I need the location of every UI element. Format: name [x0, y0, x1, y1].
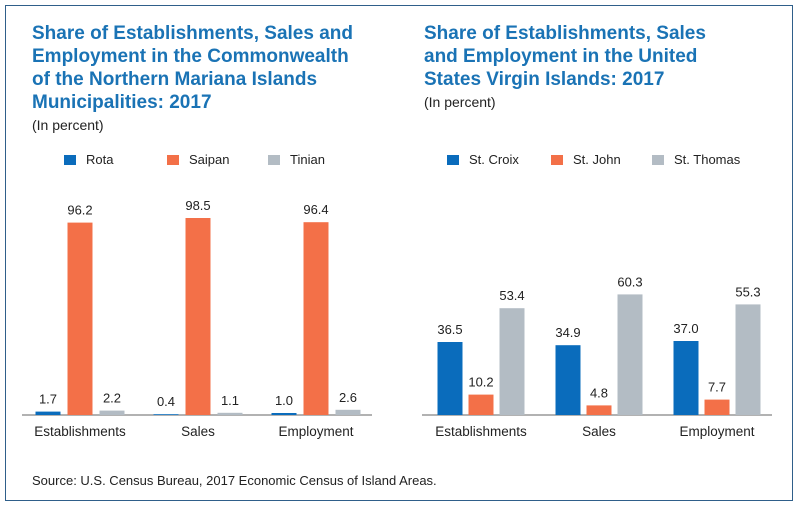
- bar-st-thomas-establishments: [499, 308, 525, 415]
- data-label-st-croix-employment: 37.0: [673, 321, 698, 336]
- data-label-st-thomas-sales: 60.3: [617, 274, 642, 289]
- data-label-st-john-establishments: 10.2: [468, 375, 493, 390]
- legend-label-st-thomas: St. Thomas: [674, 152, 741, 167]
- data-label-st-john-sales: 4.8: [590, 385, 608, 400]
- chart-title-cnmi: Share of Establishments, Sales and Emplo…: [32, 22, 382, 114]
- data-label-rota-sales: 0.4: [157, 394, 175, 409]
- x-tick-label-employment: Employment: [679, 424, 754, 439]
- data-label-saipan-employment: 96.4: [303, 202, 328, 217]
- legend-swatch-st-croix: [447, 155, 459, 165]
- data-label-st-john-employment: 7.7: [708, 380, 726, 395]
- data-label-tinian-establishments: 2.2: [103, 391, 121, 406]
- chart-title-line: Share of Establishments, Sales: [424, 23, 706, 44]
- legend-label-st-john: St. John: [573, 152, 621, 167]
- bar-saipan-sales: [185, 218, 211, 415]
- chart-subtitle-usvi: (In percent): [424, 94, 496, 110]
- legend-swatch-st-thomas: [652, 155, 664, 165]
- data-label-st-croix-establishments: 36.5: [437, 322, 462, 337]
- legend-swatch-saipan: [167, 155, 179, 165]
- x-tick-label-establishments: Establishments: [34, 424, 126, 439]
- legend-swatch-tinian: [268, 155, 280, 165]
- bar-st-john-establishments: [468, 394, 494, 415]
- data-label-saipan-establishments: 96.2: [67, 203, 92, 218]
- bar-st-croix-employment: [673, 341, 699, 415]
- legend-item-st-john: St. John: [551, 152, 621, 167]
- bar-tinian-sales: [217, 412, 243, 415]
- chart-title-line: Municipalities: 2017: [32, 92, 212, 113]
- legend-swatch-rota: [64, 155, 76, 165]
- x-tick-label-establishments: Establishments: [435, 424, 527, 439]
- figure-frame: [5, 5, 793, 501]
- chart-title-line: Share of Establishments, Sales and: [32, 23, 353, 44]
- data-label-tinian-sales: 1.1: [221, 393, 239, 408]
- bar-st-john-employment: [704, 399, 730, 415]
- data-label-saipan-sales: 98.5: [185, 198, 210, 213]
- chart-title-usvi: Share of Establishments, Sales and Emplo…: [424, 22, 764, 91]
- source-note: Source: U.S. Census Bureau, 2017 Economi…: [32, 473, 437, 488]
- bar-st-john-sales: [586, 405, 612, 415]
- data-label-st-croix-sales: 34.9: [555, 325, 580, 340]
- x-tick-label-sales: Sales: [181, 424, 215, 439]
- data-label-rota-establishments: 1.7: [39, 392, 57, 407]
- bar-rota-employment: [271, 413, 297, 415]
- legend-item-tinian: Tinian: [268, 152, 325, 167]
- bar-tinian-establishments: [99, 410, 125, 415]
- legend-label-saipan: Saipan: [189, 152, 229, 167]
- bar-st-croix-sales: [555, 345, 581, 415]
- chart-title-line: and Employment in the United: [424, 46, 698, 67]
- data-label-tinian-employment: 2.6: [339, 390, 357, 405]
- bar-saipan-establishments: [67, 222, 93, 415]
- legend-label-st-croix: St. Croix: [469, 152, 519, 167]
- legend-label-tinian: Tinian: [290, 152, 325, 167]
- data-label-st-thomas-employment: 55.3: [735, 284, 760, 299]
- x-tick-label-employment: Employment: [278, 424, 353, 439]
- bar-chart-cnmi: Rota Saipan Tinian 1.7 96.2 2.2 Establishments…: [22, 152, 372, 439]
- bar-saipan-employment: [303, 222, 329, 415]
- data-label-rota-employment: 1.0: [275, 393, 293, 408]
- bar-st-thomas-sales: [617, 294, 643, 415]
- data-label-st-thomas-establishments: 53.4: [499, 288, 524, 303]
- chart-title-line: Employment in the Commonwealth: [32, 46, 349, 67]
- x-tick-label-sales: Sales: [582, 424, 616, 439]
- bar-rota-sales: [153, 414, 179, 415]
- legend-item-saipan: Saipan: [167, 152, 229, 167]
- chart-title-line: States Virgin Islands: 2017: [424, 69, 665, 90]
- legend-item-st-croix: St. Croix: [447, 152, 519, 167]
- bar-rota-establishments: [35, 411, 61, 415]
- chart-subtitle-cnmi: (In percent): [32, 117, 104, 133]
- legend-swatch-st-john: [551, 155, 563, 165]
- bar-chart-usvi: St. Croix St. John St. Thomas 36.5 10.2 53.4 E…: [422, 152, 772, 439]
- bar-st-croix-establishments: [437, 342, 463, 415]
- legend-item-rota: Rota: [64, 152, 114, 167]
- bar-st-thomas-employment: [735, 304, 761, 415]
- chart-title-line: of the Northern Mariana Islands: [32, 69, 318, 90]
- legend-label-rota: Rota: [86, 152, 114, 167]
- legend-item-st-thomas: St. Thomas: [652, 152, 741, 167]
- bar-tinian-employment: [335, 409, 361, 415]
